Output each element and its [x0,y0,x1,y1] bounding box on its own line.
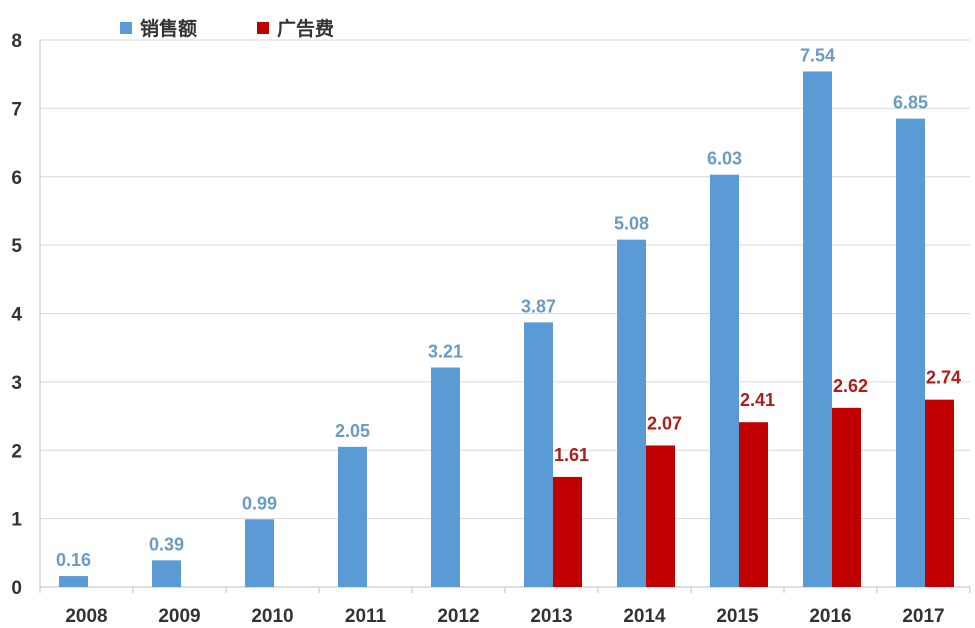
legend-label-ads: 广告费 [277,18,335,40]
x-tick-label: 2013 [530,606,572,627]
x-tick-label: 2012 [437,606,479,627]
bar-sales [803,71,832,587]
data-label-ads: 2.41 [740,390,775,410]
y-tick-label: 8 [11,31,22,52]
bar-sales [152,560,181,587]
y-tick-label: 0 [11,578,22,599]
data-label-sales: 7.54 [800,45,835,65]
y-tick-label: 3 [11,373,22,394]
y-tick-label: 1 [11,510,22,531]
data-label-sales: 6.03 [707,149,742,169]
data-label-ads: 2.62 [833,376,868,396]
bar-sales [896,118,925,587]
bar-sales [431,367,460,587]
bar-sales [338,446,367,587]
data-label-sales: 2.05 [335,421,370,441]
x-tick-label: 2015 [716,606,759,627]
data-label-sales: 3.87 [521,296,556,316]
legend-item-sales: 销售额 [120,14,197,41]
bar-sales [617,239,646,587]
y-tick-label: 7 [11,99,22,120]
data-label-ads: 2.07 [647,413,682,433]
bar-ads [739,422,768,587]
y-tick-label: 4 [11,305,22,326]
data-label-sales: 3.21 [428,342,463,362]
bar-ads [925,399,954,587]
x-tick-label: 2010 [251,606,293,627]
data-label-sales: 6.85 [893,93,928,113]
legend-swatch-ads [257,21,270,34]
bar-sales [245,519,274,587]
legend-swatch-sales [120,21,132,34]
bar-ads [832,407,861,587]
chart-legend: 销售额 广告费 [120,14,334,41]
y-tick-label: 6 [11,168,22,189]
bar-ads [646,445,675,587]
bar-sales [524,322,553,587]
x-tick-label: 2017 [902,606,944,627]
x-tick-label: 2014 [623,606,666,627]
data-label-sales: 5.08 [614,214,649,234]
x-tick-label: 2008 [65,606,107,627]
x-tick-label: 2011 [345,606,387,627]
bar-sales [59,576,88,587]
y-tick-label: 5 [11,236,22,257]
data-label-sales: 0.16 [56,550,91,570]
bar-sales [710,174,739,588]
data-label-ads: 2.74 [926,368,961,388]
legend-item-ads: 广告费 [257,14,334,41]
data-label-ads: 1.61 [554,445,589,465]
y-tick-label: 2 [11,441,22,462]
x-tick-label: 2016 [809,606,851,627]
x-tick-label: 2009 [158,606,200,627]
data-label-sales: 0.39 [149,534,184,554]
legend-label-sales: 销售额 [140,18,198,40]
data-label-sales: 0.99 [242,493,277,513]
bar-ads [553,476,582,587]
